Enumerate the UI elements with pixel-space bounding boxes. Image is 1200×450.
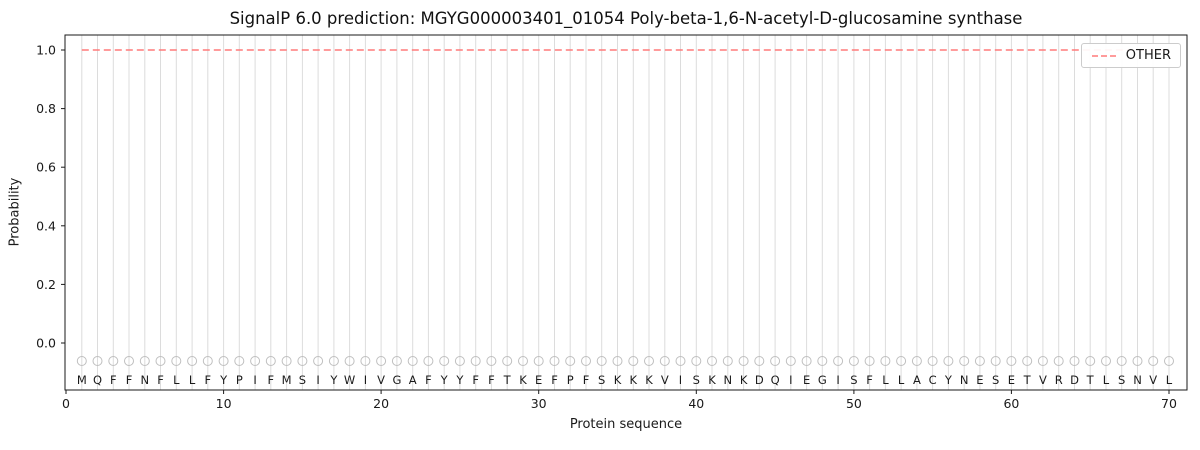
svg-text:Y: Y — [440, 373, 449, 387]
svg-text:70: 70 — [1161, 396, 1177, 411]
svg-text:I: I — [364, 373, 367, 387]
svg-text:0.2: 0.2 — [36, 277, 56, 292]
svg-text:T: T — [503, 373, 512, 387]
svg-text:60: 60 — [1003, 396, 1019, 411]
svg-text:Y: Y — [455, 373, 464, 387]
svg-text:Y: Y — [219, 373, 228, 387]
svg-text:C: C — [929, 373, 937, 387]
svg-text:I: I — [836, 373, 839, 387]
y-axis-label: Probability — [7, 177, 23, 247]
svg-text:Y: Y — [944, 373, 953, 387]
svg-text:Y: Y — [329, 373, 338, 387]
svg-text:V: V — [661, 373, 669, 387]
svg-text:F: F — [866, 373, 873, 387]
svg-text:M: M — [282, 373, 292, 387]
svg-text:V: V — [1149, 373, 1157, 387]
svg-text:F: F — [472, 373, 479, 387]
svg-text:10: 10 — [216, 396, 232, 411]
svg-text:S: S — [850, 373, 857, 387]
svg-text:F: F — [267, 373, 274, 387]
residue-markers — [76, 356, 1174, 366]
svg-text:S: S — [598, 373, 605, 387]
svg-text:E: E — [976, 373, 983, 387]
svg-text:K: K — [708, 373, 716, 387]
svg-text:K: K — [630, 373, 638, 387]
svg-text:1.0: 1.0 — [36, 43, 56, 58]
svg-text:F: F — [551, 373, 558, 387]
legend-line-sample-other — [1091, 54, 1118, 57]
svg-text:20: 20 — [373, 396, 389, 411]
svg-text:S: S — [1118, 373, 1125, 387]
legend-label-other: OTHER — [1125, 48, 1171, 63]
svg-text:F: F — [488, 373, 495, 387]
svg-text:F: F — [204, 373, 211, 387]
svg-text:Q: Q — [771, 373, 780, 387]
svg-text:G: G — [392, 373, 401, 387]
svg-text:D: D — [755, 373, 764, 387]
svg-text:E: E — [535, 373, 542, 387]
svg-text:G: G — [818, 373, 827, 387]
svg-text:E: E — [803, 373, 810, 387]
svg-text:0.6: 0.6 — [36, 160, 56, 175]
svg-text:N: N — [960, 373, 969, 387]
y-axis-ticks: 0.0 0.2 0.4 0.6 0.8 1.0 — [36, 43, 65, 351]
svg-text:I: I — [316, 373, 319, 387]
plot-border — [64, 34, 1188, 391]
svg-text:V: V — [1039, 373, 1047, 387]
svg-text:I: I — [253, 373, 256, 387]
svg-text:F: F — [425, 373, 432, 387]
svg-text:F: F — [583, 373, 590, 387]
svg-text:T: T — [1086, 373, 1095, 387]
x-axis-ticks: 0 10 20 30 40 50 60 70 — [62, 390, 1177, 411]
x-axis-label: Protein sequence — [569, 417, 683, 432]
svg-text:0.8: 0.8 — [36, 101, 56, 116]
svg-text:P: P — [567, 373, 574, 387]
svg-text:N: N — [723, 373, 732, 387]
chart-title: SignalP 6.0 prediction: MGYG000003401_01… — [229, 9, 1023, 28]
svg-text:M: M — [77, 373, 87, 387]
svg-text:0.0: 0.0 — [36, 336, 56, 351]
svg-text:N: N — [140, 373, 149, 387]
svg-text:50: 50 — [846, 396, 862, 411]
svg-text:F: F — [110, 373, 117, 387]
svg-text:P: P — [236, 373, 243, 387]
svg-text:L: L — [898, 373, 905, 387]
svg-text:L: L — [1166, 373, 1173, 387]
svg-text:E: E — [1008, 373, 1015, 387]
svg-text:K: K — [645, 373, 653, 387]
svg-text:W: W — [344, 373, 355, 387]
svg-text:K: K — [519, 373, 527, 387]
svg-text:L: L — [1103, 373, 1110, 387]
svg-text:F: F — [126, 373, 133, 387]
svg-text:K: K — [614, 373, 622, 387]
svg-text:40: 40 — [688, 396, 704, 411]
svg-text:R: R — [1055, 373, 1063, 387]
svg-text:T: T — [1023, 373, 1032, 387]
svg-text:S: S — [992, 373, 999, 387]
svg-text:L: L — [173, 373, 180, 387]
svg-text:I: I — [679, 373, 682, 387]
svg-text:0.4: 0.4 — [36, 218, 56, 233]
svg-text:K: K — [740, 373, 748, 387]
legend: OTHER — [1080, 43, 1181, 68]
svg-text:A: A — [913, 373, 921, 387]
svg-text:I: I — [789, 373, 792, 387]
svg-text:Q: Q — [93, 373, 102, 387]
svg-text:A: A — [409, 373, 417, 387]
gridlines — [81, 35, 1170, 390]
svg-text:F: F — [157, 373, 164, 387]
svg-text:L: L — [882, 373, 889, 387]
svg-text:S: S — [299, 373, 306, 387]
svg-text:L: L — [189, 373, 196, 387]
svg-text:N: N — [1133, 373, 1142, 387]
svg-text:V: V — [377, 373, 385, 387]
svg-text:D: D — [1070, 373, 1079, 387]
svg-text:S: S — [693, 373, 700, 387]
svg-text:0: 0 — [62, 396, 70, 411]
svg-text:30: 30 — [531, 396, 547, 411]
